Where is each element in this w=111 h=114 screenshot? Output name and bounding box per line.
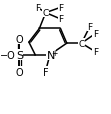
Text: C: C <box>43 9 49 18</box>
Text: O: O <box>16 35 23 45</box>
Text: C: C <box>78 39 85 48</box>
Text: O: O <box>16 67 23 77</box>
Text: F: F <box>58 15 63 24</box>
Text: F: F <box>93 48 98 57</box>
Text: S: S <box>16 50 23 60</box>
Text: F: F <box>58 4 63 13</box>
Text: +: + <box>52 48 58 57</box>
Text: F: F <box>93 30 98 39</box>
Text: −O: −O <box>0 50 16 60</box>
Text: F: F <box>35 4 40 13</box>
Text: F: F <box>87 23 92 32</box>
Text: N: N <box>47 50 55 60</box>
Text: F: F <box>43 67 49 77</box>
